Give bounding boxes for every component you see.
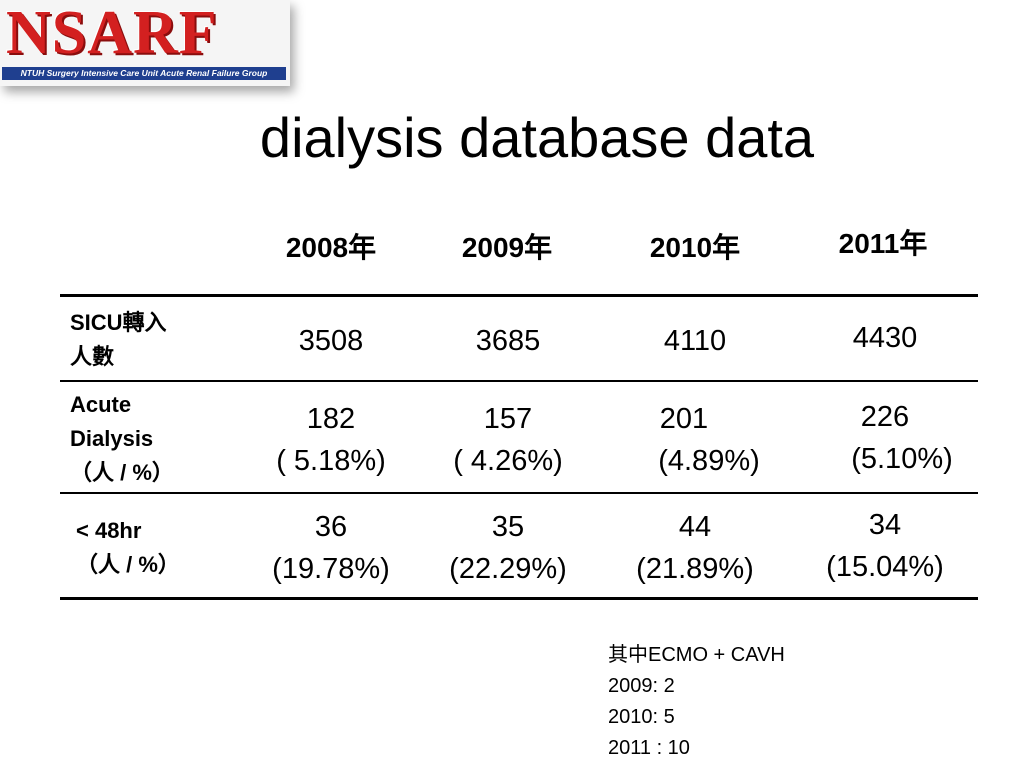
cell-count: 226 [860, 401, 910, 433]
slide-title: dialysis database data [259, 106, 815, 169]
year-header-2008: 2008年 [285, 232, 377, 263]
row-label-acute-dialysis: Acute Dialysis （人 / %） [70, 388, 174, 490]
cell-percent: (15.04%) [826, 551, 944, 583]
logo-tagline: NTUH Surgery Intensive Care Unit Acute R… [2, 67, 286, 80]
cell-count: 157 [483, 403, 533, 435]
cell-percent: (19.78%) [272, 553, 390, 585]
table-cell: 3685 [475, 325, 541, 357]
table-top-rule [60, 294, 978, 297]
cell-percent: ( 4.26%) [453, 445, 563, 477]
year-header-2011: 2011年 [838, 228, 928, 259]
row-label-line: < 48hr [76, 518, 142, 543]
table-cell: 34 (15.04%) [800, 504, 970, 588]
cell-percent: (4.89%) [658, 445, 760, 477]
row-label-line: 人數 [70, 344, 115, 369]
cell-percent: (21.89%) [636, 553, 754, 585]
row-label-line: Dialysis [70, 426, 154, 451]
table-cell: 3508 [298, 325, 364, 357]
row-label-under-48hr: < 48hr （人 / %） [76, 514, 180, 582]
nsarf-logo: NSARF NTUH Surgery Intensive Care Unit A… [0, 0, 290, 86]
note-line: 2009: 2 [608, 675, 675, 697]
ecmo-cavh-note: 其中ECMO + CAVH 2009: 2 2010: 5 2011 : 10 [608, 640, 785, 764]
row-label-line: （人 / %） [70, 460, 174, 485]
table-bottom-rule [60, 597, 978, 600]
cell-count: 35 [491, 511, 525, 543]
cell-count: 36 [314, 511, 348, 543]
row-label-line: Acute [70, 392, 132, 417]
logo-wordmark: NSARF [6, 0, 218, 67]
row-divider [60, 380, 978, 382]
note-line: 2011 : 10 [608, 737, 690, 759]
table-cell: 182 ( 5.18%) [246, 398, 416, 482]
note-line: 其中ECMO + CAVH [608, 644, 785, 666]
cell-percent: (22.29%) [449, 553, 567, 585]
cell-percent: ( 5.18%) [276, 445, 386, 477]
cell-count: 34 [868, 509, 902, 541]
table-cell: 201 (4.89%) [610, 398, 780, 482]
table-cell: 226 (5.10%) [800, 396, 970, 480]
row-label-sicu: SICU轉入 人數 [70, 306, 167, 374]
table-cell: 157 ( 4.26%) [423, 398, 593, 482]
cell-count: 201 [659, 403, 709, 435]
row-divider [60, 492, 978, 494]
table-cell: 44 (21.89%) [610, 506, 780, 590]
table-cell: 35 (22.29%) [423, 506, 593, 590]
cell-count: 44 [678, 511, 712, 543]
row-label-line: SICU轉入 [70, 310, 167, 335]
note-line: 2010: 5 [608, 706, 675, 728]
table-cell: 4110 [663, 325, 727, 357]
row-label-line: （人 / %） [76, 552, 180, 577]
year-header-2009: 2009年 [461, 232, 553, 263]
cell-count: 182 [306, 403, 356, 435]
year-header-2010: 2010年 [649, 232, 741, 263]
table-cell: 36 (19.78%) [246, 506, 416, 590]
table-cell: 4430 [852, 322, 918, 354]
cell-percent: (5.10%) [851, 443, 953, 475]
